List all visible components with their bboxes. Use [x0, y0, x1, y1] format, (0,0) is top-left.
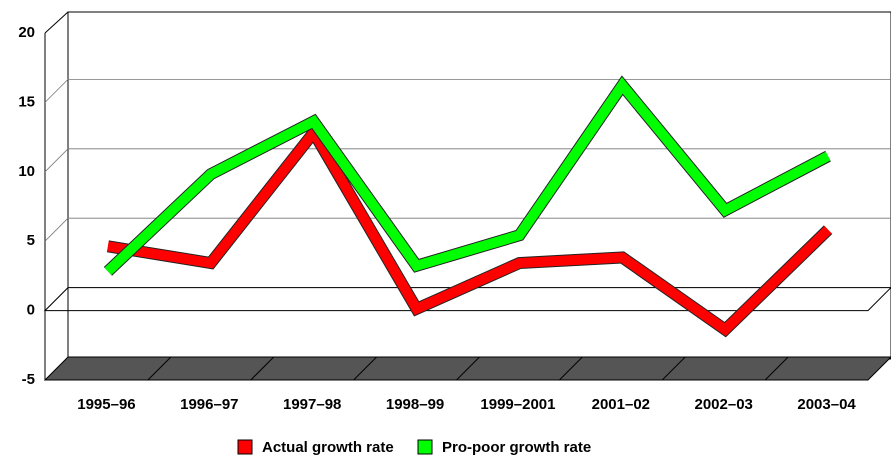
y-tick-label: 5 [27, 232, 35, 249]
floor-divider [353, 356, 377, 381]
grid-line [44, 148, 69, 173]
floor-divider [456, 356, 480, 381]
line [104, 77, 831, 275]
x-tick-label: 1996–97 [180, 396, 238, 413]
y-tick-label: 15 [18, 93, 35, 110]
x-tick-label: 1997–98 [283, 396, 341, 413]
x-tick-label: 2002–03 [694, 396, 752, 413]
grid-line [44, 79, 69, 103]
y-tick-label: 10 [18, 163, 35, 180]
line-outline [103, 75, 831, 276]
line-outline [106, 121, 833, 338]
axis-depth [44, 11, 69, 34]
y-tick-label: -5 [22, 371, 35, 388]
zero-plane [43, 287, 891, 312]
x-tick-label: 2003–04 [797, 396, 856, 413]
floor-divider [147, 356, 172, 381]
floor-divider [764, 356, 789, 381]
floor-divider [559, 356, 583, 381]
floor-divider [661, 356, 686, 381]
legend-label: Actual growth rate [262, 439, 394, 456]
x-tick-label: 1999–2001 [480, 396, 555, 413]
floor-divider [250, 356, 275, 381]
legend-swatch [417, 439, 433, 455]
x-tick-label: 1995–96 [77, 396, 135, 413]
grid-line [44, 217, 69, 242]
line [107, 123, 832, 337]
y-tick-label: 20 [18, 24, 35, 41]
x-tick-label: 1998–99 [386, 396, 444, 413]
y-tick-label: 0 [27, 302, 35, 319]
legend-label: Pro-poor growth rate [442, 439, 591, 456]
legend-swatch [237, 439, 253, 455]
x-tick-label: 2001–02 [592, 396, 650, 413]
